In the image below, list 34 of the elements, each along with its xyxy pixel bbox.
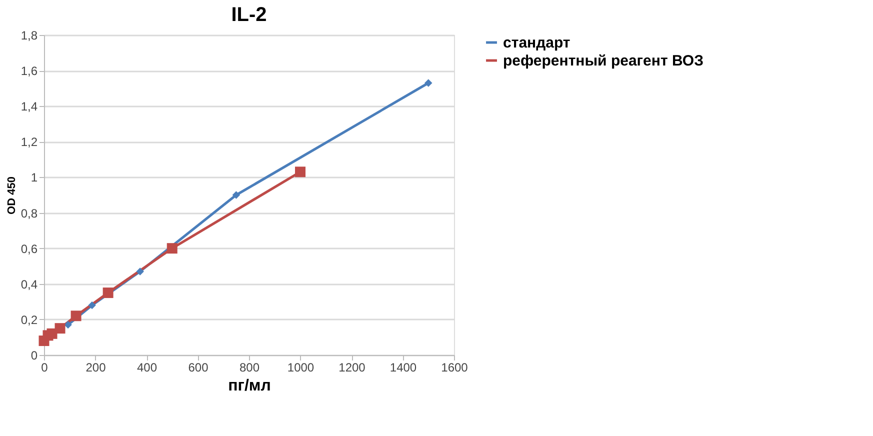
x-tick-label: 1000 xyxy=(287,360,314,374)
x-tick-label: 1400 xyxy=(390,360,417,374)
legend-label: стандарт xyxy=(503,34,570,52)
legend-label: референтный реагент ВОЗ xyxy=(503,52,704,70)
y-tick-label: 1,8 xyxy=(20,28,38,42)
x-tick-label: 200 xyxy=(86,360,106,374)
point xyxy=(295,166,306,178)
x-tick-label: 600 xyxy=(188,360,209,374)
point xyxy=(70,310,82,322)
x-tick-label: 400 xyxy=(136,360,158,374)
x-tick-label: 1200 xyxy=(338,360,366,374)
y-tick-label: 1,4 xyxy=(20,100,38,114)
point xyxy=(102,288,114,298)
y-tick-label: 1,2 xyxy=(20,135,38,150)
y-tick-label: 1 xyxy=(30,170,38,185)
x-axis-title: пг/мл xyxy=(228,378,271,394)
point xyxy=(54,323,66,334)
point xyxy=(424,79,432,87)
y-tick-label: 0 xyxy=(30,348,38,362)
chart-title: IL-2 xyxy=(231,4,267,26)
y-tick-label: 0,4 xyxy=(20,277,38,292)
y-tick-label: 0,2 xyxy=(20,312,38,327)
y-tick-label: 0,6 xyxy=(20,242,38,256)
point xyxy=(232,191,240,199)
x-tick-label: 0 xyxy=(41,360,48,374)
point xyxy=(136,268,144,276)
y-axis-title: OD 450 xyxy=(6,176,18,214)
point xyxy=(64,320,72,329)
point xyxy=(166,243,178,254)
point xyxy=(88,301,96,310)
x-tick-label: 1600 xyxy=(441,360,468,374)
y-tick-label: 0,8 xyxy=(20,206,38,220)
x-tick-label: 800 xyxy=(239,360,260,374)
y-tick-label: 1,6 xyxy=(20,64,38,78)
